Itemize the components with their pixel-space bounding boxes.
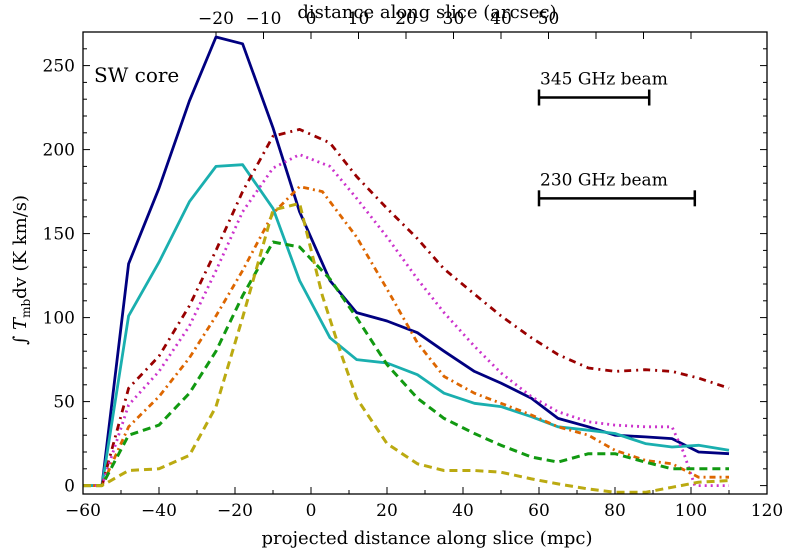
top-tick-label: −10 [246,9,282,29]
y-tick-label: 150 [43,225,75,245]
x-tick-label: 0 [306,501,317,521]
top-tick-label: 30 [443,9,465,29]
x-tick-label: −60 [65,501,101,521]
y-axis-label-subscript: mb [19,299,33,318]
x-tick-label: −40 [141,501,177,521]
tick-labels: −60 −40 −20 0 20 40 60 80 100 120050100150200250−… [43,9,784,521]
series-layer [83,35,730,494]
y-axis-label-unit: dv (K km/s) [10,195,31,299]
series-line-orange-dashdot [83,185,729,488]
x-tick-label: 20 [376,501,398,521]
series-line-navy-solid [83,35,730,488]
top-x-axis-label: distance along slice (arcsec) [297,2,556,23]
y-tick-label: 100 [43,309,75,329]
beam-label: 345 GHz beam [540,70,668,90]
y-axis-label-symbol: T [10,316,31,330]
top-tick-label: −20 [198,9,234,29]
y-tick-label: 50 [53,393,75,413]
x-tick-label: 120 [751,501,783,521]
y-tick-label: 250 [43,57,75,77]
series-line-magenta-dotted [83,153,729,488]
y-axis-label: ∫ Tmbdv (K km/s) [10,195,33,345]
y-tick-label: 0 [64,477,75,497]
beam-label: 230 GHz beam [540,170,668,190]
top-tick-label: 0 [306,9,317,29]
top-tick-label: 50 [538,9,560,29]
series-line-darkred-dashdot [83,127,730,488]
beam-marker: 230 GHz beam [537,170,697,207]
series-line-olive-dashed [83,201,730,494]
series-line-green-dashed [83,240,729,488]
axis-ticks [82,32,768,494]
top-tick-label: 10 [348,9,370,29]
y-axis-label-integral: ∫ [10,330,31,345]
panel-label: SW core [94,63,179,87]
top-tick-label: 40 [490,9,512,29]
x-tick-label: 80 [604,501,626,521]
beam-markers: 345 GHz beam 230 GHz beam [537,70,697,207]
top-tick-label: 20 [395,9,417,29]
x-tick-label: 100 [675,501,707,521]
y-tick-label: 200 [43,141,75,161]
plot-frame [82,31,768,495]
x-tick-label: −20 [217,501,253,521]
x-tick-label: 60 [528,501,550,521]
series-line-teal-solid [83,163,730,488]
x-axis-label: projected distance along slice (mpc) [261,528,592,549]
beam-marker: 345 GHz beam [537,70,668,106]
x-tick-label: 40 [452,501,474,521]
